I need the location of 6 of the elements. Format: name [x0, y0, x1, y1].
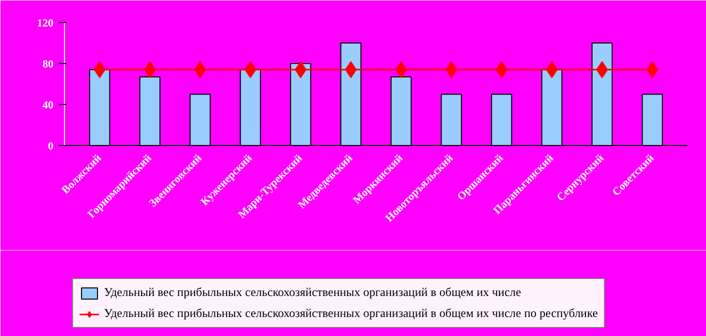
y-tick-label: 0 [48, 140, 54, 152]
legend-label: Удельный вес прибыльных сельскохозяйственных организаций в общем их числе по республике [104, 306, 598, 321]
y-tick-label: 120 [37, 18, 54, 30]
y-tick-label: 80 [42, 58, 54, 70]
y-tick-label: 40 [42, 100, 54, 112]
legend-label: Удельный вес прибыльных сельскохозяйственных организаций в общем их числе [104, 285, 522, 300]
